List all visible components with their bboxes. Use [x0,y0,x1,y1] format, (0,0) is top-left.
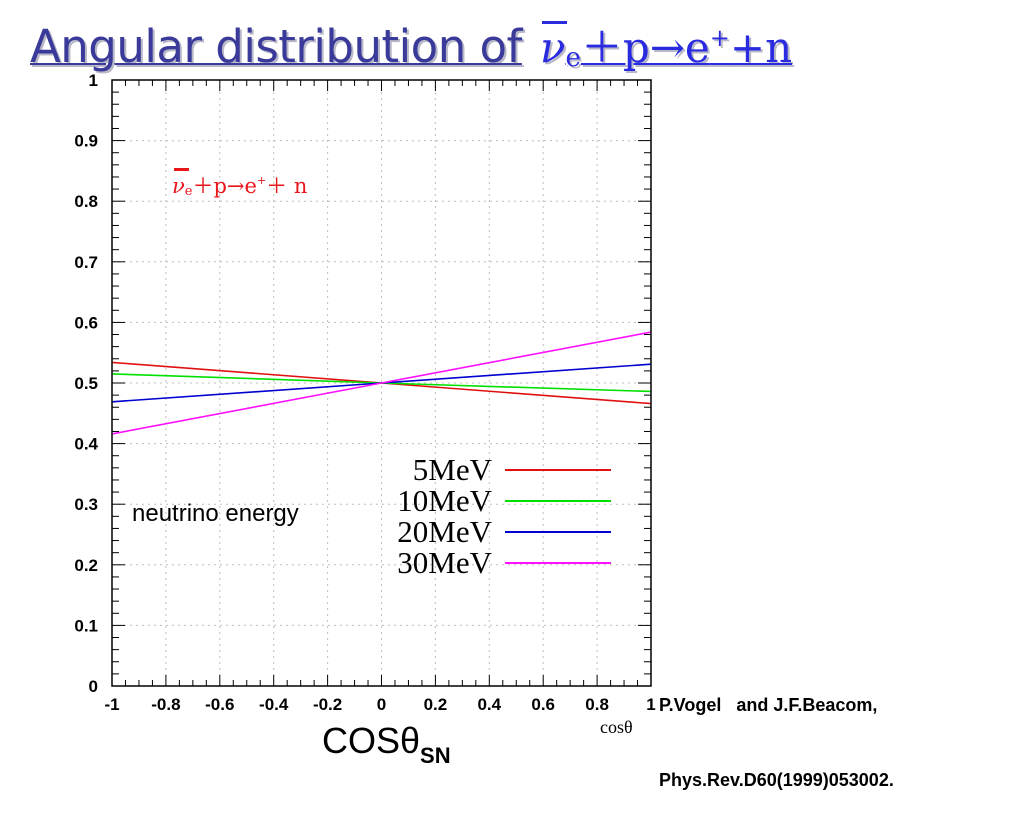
y-tick-label: 0.7 [74,253,98,272]
x-tick-label: -0.6 [205,695,234,714]
x-tick-label: -0.4 [259,695,289,714]
x-tick-label: -0.8 [151,695,180,714]
y-tick-label: 0.1 [74,616,98,635]
legend-entry-10mev: 10MeV [340,485,620,517]
x-axis-label-subscript: SN [420,743,451,768]
reference-line: P.Vogel and J.F.Beacom, [659,695,878,715]
legend-swatch [505,469,611,471]
series-line-30mev [111,331,652,435]
series-lines [111,331,652,435]
reaction-tail: ＋ n [266,174,308,198]
reference-citation: P.Vogel and J.F.Beacom, Phys.Rev.D60(199… [659,643,894,818]
legend-entry-20mev: 20MeV [340,516,620,548]
x-tick-label: 0.2 [424,695,448,714]
legend-entry-30mev: 30MeV [340,547,620,579]
x-axis-label: COSθSN [322,720,451,769]
reaction-text: ＋p→e [580,23,710,72]
y-tick-label: 1 [89,71,98,90]
x-tick-label: 0 [377,695,386,714]
x-axis-small-label: cosθ [600,717,633,737]
nu-symbol: ν [172,168,189,198]
y-tick-labels: 0 0.1 0.2 0.3 0.4 0.5 0.6 0.7 0.8 0.9 1 [74,71,98,696]
x-tick-label: 0.8 [585,695,609,714]
x-tick-labels: -1 -0.8 -0.6 -0.4 -0.2 0 0.2 0.4 0.6 0.8 1 [104,695,655,714]
legend-swatch [505,500,611,502]
legend-label: 20MeV [397,514,492,549]
slide-title-formula: νe＋p→e++n [539,21,793,73]
x-axis-label-main: COSθ [322,720,421,761]
reaction-text: ＋p→e [192,174,257,198]
x-tick-label: 1 [646,695,655,714]
x-tick-label: -1 [104,695,119,714]
slide-title-text: Angular distribution of [30,20,522,73]
nu-subscript: e [565,43,581,73]
positron-superscript: + [256,174,267,187]
legend-label: 10MeV [397,483,492,518]
legend-swatch [505,562,611,564]
reference-line: Phys.Rev.D60(1999)053002. [659,770,894,790]
legend-label: 5MeV [412,452,492,487]
x-tick-label: -0.2 [313,695,342,714]
y-tick-label: 0.9 [74,132,98,151]
y-tick-label: 0.3 [74,495,98,514]
y-tick-label: 0.2 [74,556,98,575]
nu-symbol: ν [539,21,567,72]
legend-entry-5mev: 5MeV [340,454,620,486]
nu-subscript: e [184,184,193,199]
y-tick-label: 0 [89,677,98,696]
reaction-formula-label: νe＋p→e+＋ n [172,168,308,200]
grid [112,80,651,686]
x-tick-label: 0.6 [531,695,555,714]
reaction-tail: +n [729,23,793,72]
positron-superscript: + [709,24,730,52]
legend-title: neutrino energy [132,500,299,527]
y-tick-label: 0.8 [74,192,98,211]
slide-title: Angular distribution of νe＋p→e++n [30,14,1020,84]
y-tick-label: 0.5 [74,374,98,393]
x-tick-label: 0.4 [477,695,501,714]
y-tick-label: 0.6 [74,313,98,332]
legend-label: 30MeV [397,545,492,580]
legend-swatch [505,531,611,533]
angular-distribution-chart: 0 0.1 0.2 0.3 0.4 0.5 0.6 0.7 0.8 0.9 1 -1 -0.8 -0.6… [74,71,655,714]
y-tick-label: 0.4 [74,435,98,454]
axis-ticks [111,79,652,687]
